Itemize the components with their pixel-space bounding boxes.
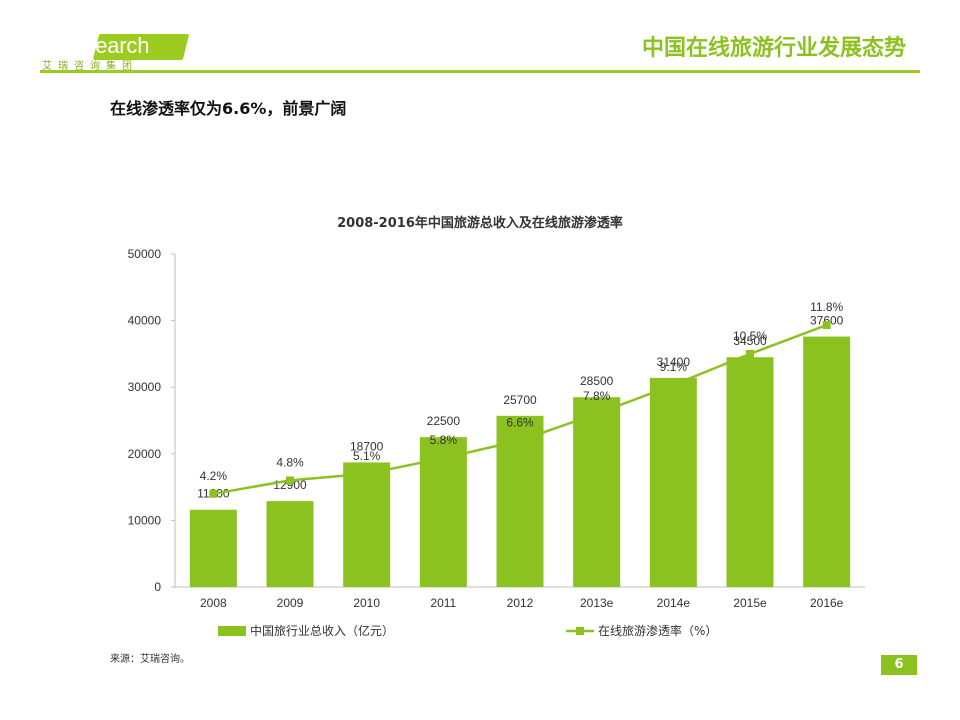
penetration-value-label: 9.1%	[660, 360, 688, 374]
penetration-value-label: 4.8%	[276, 455, 304, 469]
header-divider	[40, 70, 920, 73]
page-number: 6	[881, 655, 917, 675]
source-note: 来源：艾瑞咨询。	[110, 654, 190, 665]
bar-value-label: 18700	[350, 439, 384, 453]
bar-2009	[266, 501, 314, 587]
x-tick-label: 2016e	[810, 596, 844, 610]
x-tick-label: 2012	[507, 596, 534, 610]
penetration-value-label: 4.2%	[200, 469, 228, 483]
penetration-point-2016e	[822, 321, 831, 330]
penetration-point-2015e	[746, 349, 754, 358]
penetration-point-2012	[516, 436, 524, 445]
bar-value-label: 28500	[580, 374, 614, 388]
x-tick-label: 2015e	[733, 596, 767, 610]
penetration-value-label: 11.8%	[810, 300, 843, 314]
page-title: 中国在线旅游行业发展态势	[641, 36, 906, 61]
bar-2014e	[649, 377, 697, 587]
penetration-value-label: 5.1%	[353, 449, 381, 463]
penetration-value-label: 6.6%	[506, 415, 534, 429]
legend-line-marker	[576, 627, 584, 635]
bar-value-label: 22500	[427, 414, 461, 428]
bar-value-label: 25700	[503, 393, 537, 407]
bar-2015e	[726, 357, 774, 587]
penetration-value-label: 5.8%	[430, 433, 458, 447]
penetration-value-label: 10.5%	[733, 329, 767, 343]
x-tick-label: 2010	[353, 596, 380, 610]
logo-wordmark: iResearch	[52, 33, 150, 58]
penetration-value-label: 7.8%	[583, 389, 611, 403]
legend-bar-swatch	[218, 626, 246, 636]
legend-bar-label: 中国旅行业总收入（亿元）	[250, 623, 394, 638]
penetration-point-2011	[439, 454, 448, 463]
bar-value-label: 31400	[657, 355, 691, 369]
iresearch-logo: iResearch 艾瑞咨询集团	[38, 14, 190, 72]
penetration-point-2008	[209, 489, 218, 498]
y-tick-label: 30000	[128, 380, 162, 394]
penetration-point-2009	[286, 476, 294, 485]
x-tick-label: 2008	[200, 596, 227, 610]
penetration-point-2013e	[592, 409, 601, 418]
bar-2016e	[803, 336, 851, 587]
bar-2013e	[573, 397, 621, 587]
penetration-point-2014e	[669, 380, 678, 389]
y-tick-label: 40000	[128, 314, 162, 328]
penetration-point-2010	[362, 469, 371, 478]
chart-title: 2008-2016年中国旅游总收入及在线旅游渗透率	[337, 216, 623, 231]
bar-2010	[343, 462, 391, 587]
x-tick-label: 2014e	[657, 596, 691, 610]
logo-subtitle: 艾瑞咨询集团	[42, 61, 138, 72]
y-tick-label: 0	[154, 580, 161, 594]
slide-subtitle: 在线渗透率仅为6.6%，前景广阔	[110, 99, 347, 118]
bar-2008	[189, 509, 237, 587]
bar-value-label: 37600	[810, 314, 844, 328]
x-tick-label: 2011	[430, 596, 456, 610]
x-tick-label: 2009	[277, 596, 304, 610]
y-tick-label: 20000	[128, 447, 162, 461]
y-tick-label: 50000	[128, 247, 162, 261]
bar-value-label: 34500	[733, 334, 767, 348]
x-tick-label: 2013e	[580, 596, 614, 610]
y-tick-label: 10000	[128, 513, 162, 527]
legend-line-label: 在线旅游渗透率（%）	[598, 623, 717, 638]
